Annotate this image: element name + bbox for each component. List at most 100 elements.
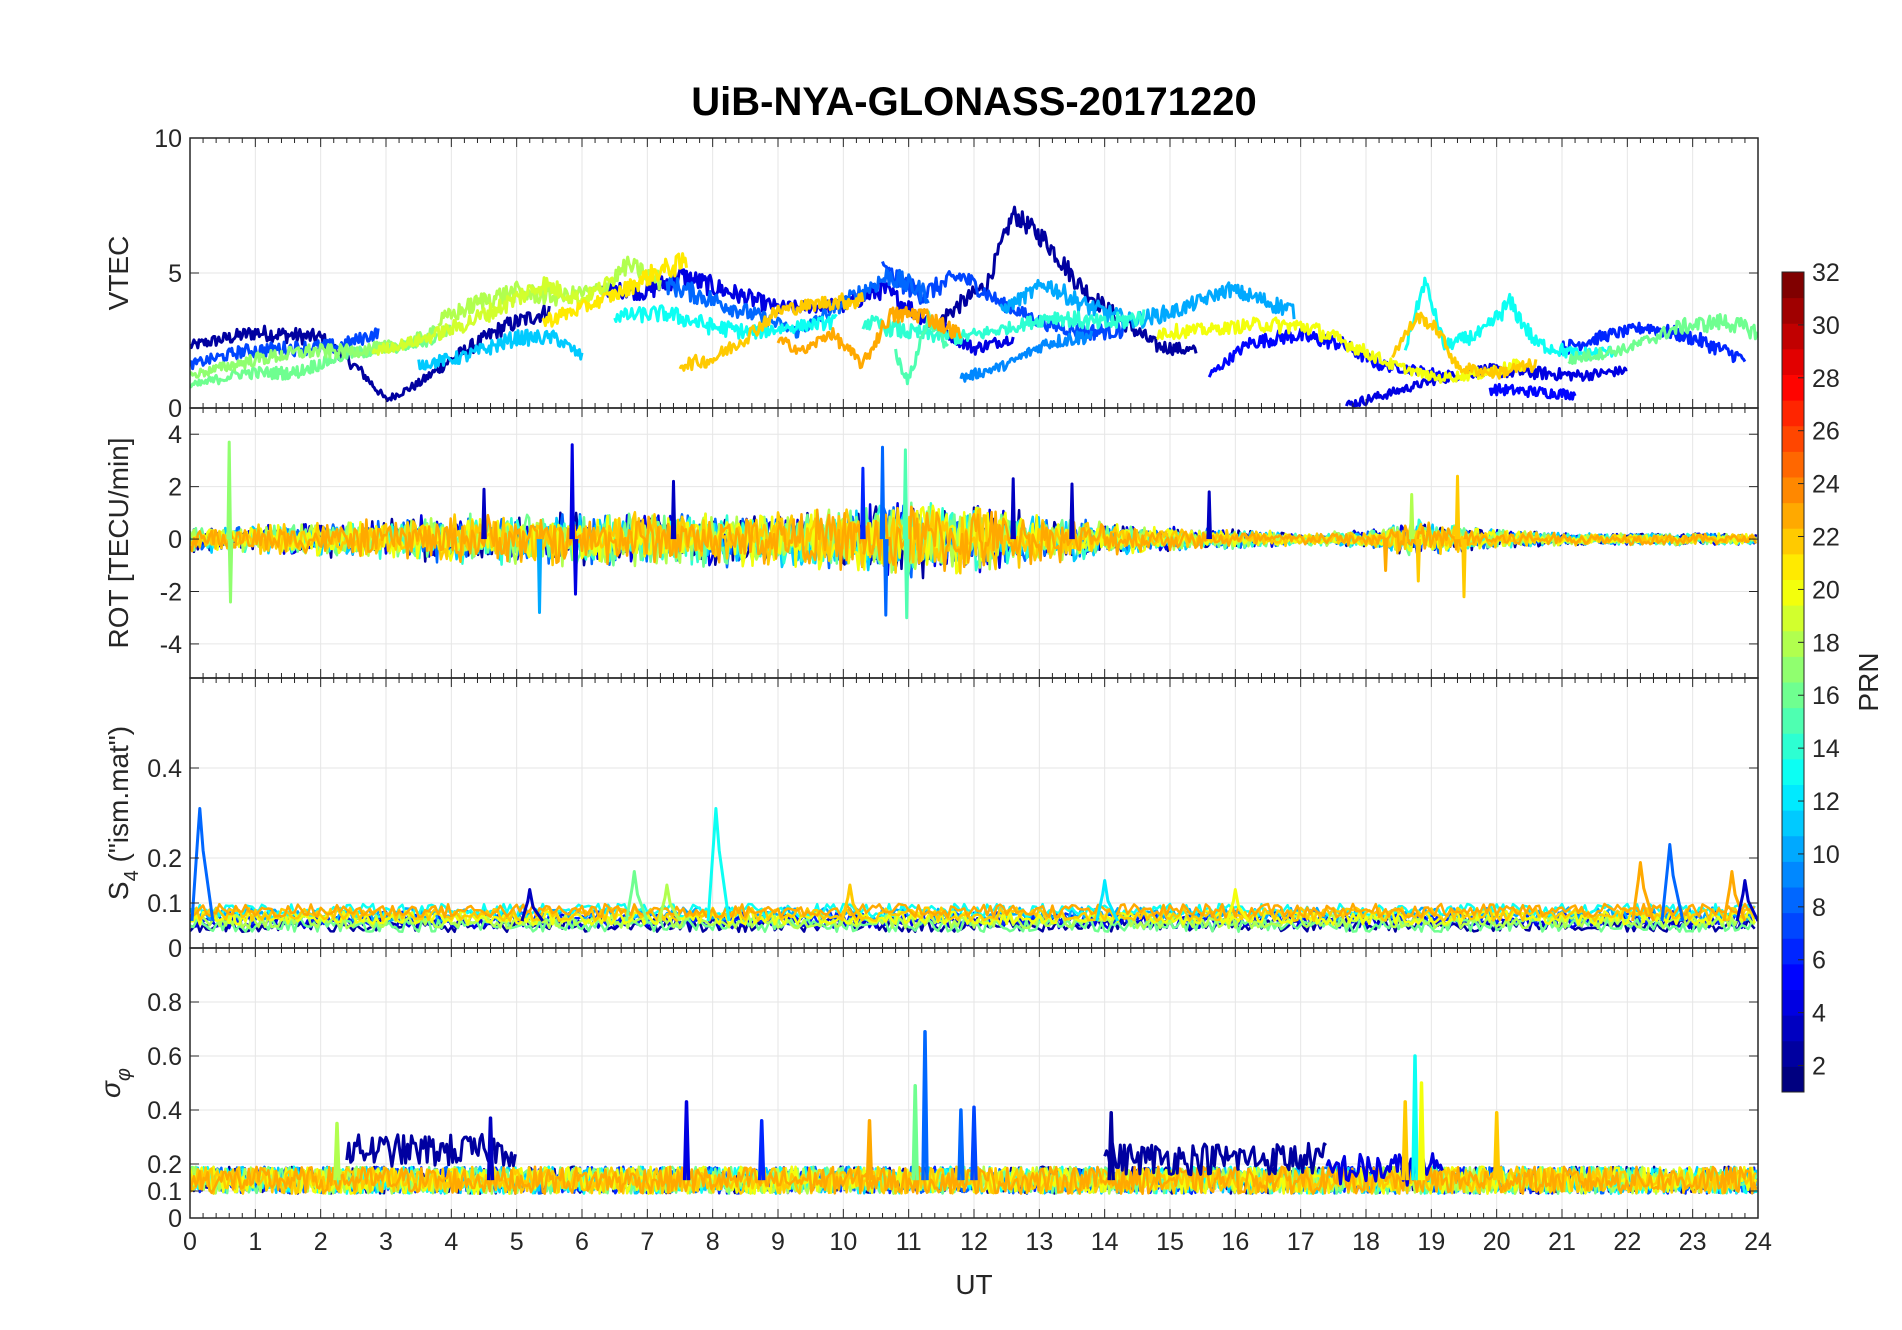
spike-prn-22 [840,883,865,922]
y-tick-label: 0.6 [147,1043,182,1071]
spike-prn-3 [1010,477,1016,540]
spike-prn-8 [883,539,889,617]
colorbar-segment [1782,989,1804,1016]
y-axis-label-part: ("ism.mat") [103,726,134,870]
x-tick-label: 3 [379,1228,393,1256]
y-tick-label: 0.4 [147,1097,182,1125]
colorbar-tick-label: 4 [1812,1000,1826,1028]
spike-prn-16 [624,870,649,922]
band-prn-2 [345,1132,517,1168]
y-tick-label: 0 [168,1205,182,1233]
series-line-prn-20 [190,504,1757,575]
colorbar-segment [1782,963,1804,990]
colorbar-segment [1782,502,1804,529]
colorbar-segment [1782,528,1804,555]
series-line-prn-11 [417,328,584,371]
spike-prn-23 [1382,539,1389,572]
series-line-prn-13 [613,304,838,340]
series-line-prn-23 [190,505,1758,573]
spike-prn-13 [706,807,731,922]
series-line-prn-22 [678,292,865,372]
colorbar-tick-label: 2 [1812,1053,1826,1081]
colorbar-segment [1782,1040,1804,1067]
colorbar-segment [1782,272,1804,299]
plot-area-rot [190,440,1758,620]
spike-prn-15 [902,448,909,540]
series-line-prn-10 [999,278,1296,330]
colorbar-tick-label: 18 [1812,629,1840,657]
spike-prn-20 [1417,1081,1426,1181]
colorbar-segment [1782,656,1804,683]
colorbar-segment [1782,912,1804,939]
spike-prn-8 [921,1029,929,1181]
series-line-prn-5 [1488,382,1577,401]
spike-prn-6 [860,466,866,540]
spike-prn-3 [1069,482,1075,540]
colorbar-tick-label: 8 [1812,894,1826,922]
spike-prn-20 [1226,888,1250,922]
x-tick-label: 0 [183,1228,197,1256]
x-tick-label: 17 [1287,1228,1315,1256]
colorbar-tick-label: 32 [1812,259,1840,287]
x-tick-label: 8 [706,1228,720,1256]
panel-rot: -4 -2 0 2 4 ROT [TECU/min] [103,407,1759,679]
series-line-prn-2 [190,304,551,403]
colorbar-segment [1782,861,1804,888]
series-line-prn-22 [190,906,1756,923]
x-tick-label: 1 [248,1228,262,1256]
colorbar-segment [1782,733,1804,760]
spike-prn-17 [227,539,234,604]
spike-prn-12 [1095,879,1120,922]
series-line-prn-6 [1560,321,1747,364]
band-prn-2 [1103,1141,1327,1177]
spike-prn-18 [333,1121,341,1181]
spike-prn-16 [911,1083,919,1181]
y-axis-label-subscript: φ [113,1068,135,1081]
spike-prn-8 [879,445,886,540]
spike-prn-22 [1401,1100,1409,1181]
spike-prn-8 [190,807,215,922]
spike-prn-4 [569,443,575,540]
spike-prn-10 [536,539,543,614]
y-tick-label: -2 [160,578,182,606]
colorbar-segment [1782,400,1804,427]
colorbar-segment [1782,1066,1804,1093]
spike-prn-4 [682,1100,691,1181]
spike-prn-18 [1408,493,1415,540]
plot-area-sigma_phi [190,1029,1758,1195]
spike-prn-22 [1415,539,1422,583]
colorbar-segment [1782,579,1804,606]
colorbar-segment [1782,348,1804,375]
y-axis-label-part: S [103,881,134,900]
x-tick-label: 2 [314,1228,328,1256]
colorbar-tick-label: 10 [1812,841,1840,869]
y-tick-label: 0.2 [147,1151,182,1179]
colorbar-segment [1782,784,1804,811]
y-tick-label: 5 [168,260,182,288]
series-line-prn-19 [371,276,617,356]
colorbar-segment [1782,835,1804,862]
y-tick-label: 0.8 [147,989,182,1017]
x-tick-label: 9 [771,1228,785,1256]
series-line-prn-18 [190,913,1756,930]
series-line-prn-20 [1155,316,1525,384]
colorbar-tick-label: 14 [1812,735,1840,763]
spike-prn-4 [572,539,579,596]
spike-prn-8 [1660,843,1685,922]
colorbar-segment [1782,1015,1804,1042]
spike-prn-13 [1411,1054,1419,1181]
series-line-prn-13 [1403,276,1615,361]
y-tick-label: -4 [160,631,182,659]
colorbar-tick-label: 30 [1812,312,1840,340]
colorbar-segment [1782,630,1804,657]
colorbar-label: PRN [1853,652,1884,711]
y-tick-label: 0 [168,526,182,554]
series-line-prn-18 [437,255,662,327]
spike-prn-22 [1492,1110,1501,1181]
spike-prn-3 [520,888,545,922]
y-tick-label: 0.4 [147,755,182,783]
spike-prn-22 [1454,474,1461,540]
series-line-prn-9 [959,330,1094,383]
colorbar-tick-label: 28 [1812,365,1840,393]
